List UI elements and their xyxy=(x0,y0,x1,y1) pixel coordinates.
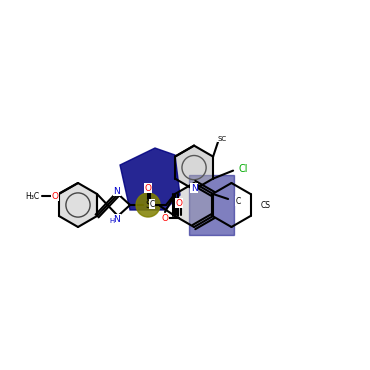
Text: O: O xyxy=(51,192,58,201)
Text: SC: SC xyxy=(218,135,227,142)
Text: O: O xyxy=(161,213,168,222)
Text: N: N xyxy=(191,184,198,192)
Text: O: O xyxy=(175,198,182,208)
Text: C: C xyxy=(235,196,241,205)
Polygon shape xyxy=(59,183,97,227)
Polygon shape xyxy=(175,183,213,227)
Polygon shape xyxy=(175,146,213,189)
Text: H₃C: H₃C xyxy=(25,192,39,201)
Text: O: O xyxy=(145,184,152,192)
Text: H: H xyxy=(109,218,115,224)
Polygon shape xyxy=(120,148,180,210)
Text: Cl: Cl xyxy=(238,164,248,174)
Text: C: C xyxy=(149,199,155,209)
Text: N: N xyxy=(114,186,120,195)
Circle shape xyxy=(136,193,160,217)
Text: CS: CS xyxy=(260,201,270,209)
Text: N: N xyxy=(114,215,120,223)
Polygon shape xyxy=(189,175,234,235)
Text: S: S xyxy=(145,200,151,210)
